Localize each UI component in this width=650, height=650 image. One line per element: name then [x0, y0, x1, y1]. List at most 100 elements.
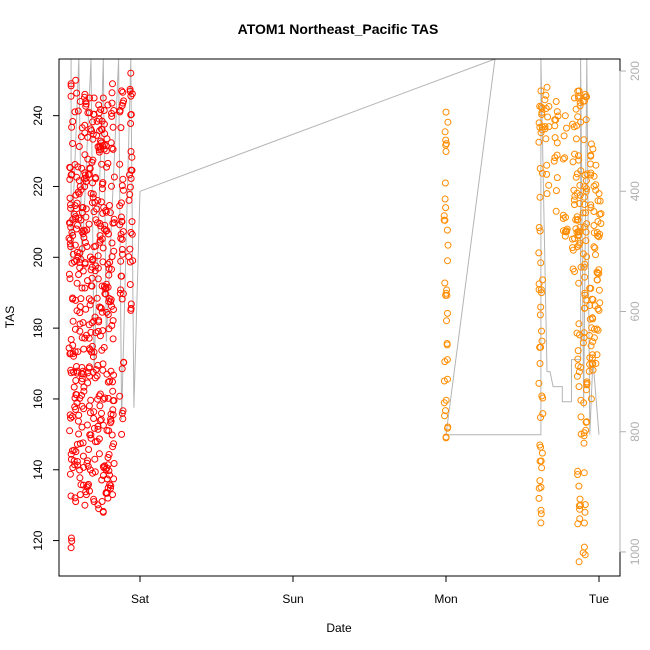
data-point [96, 390, 104, 398]
points-layer [65, 69, 605, 566]
data-point [81, 183, 89, 191]
data-point [119, 88, 127, 96]
data-point [595, 306, 603, 314]
data-point [125, 196, 133, 204]
data-point [593, 229, 601, 236]
data-point [107, 410, 115, 418]
data-point [79, 452, 87, 460]
data-point [575, 482, 583, 490]
chart-title: ATOM1 Northeast_Pacific TAS [238, 21, 439, 37]
data-point [575, 152, 582, 160]
data-point [104, 260, 112, 268]
data-point [581, 289, 589, 297]
data-point [539, 410, 547, 418]
data-point [73, 248, 81, 256]
data-point [591, 244, 599, 252]
data-point [118, 182, 126, 190]
data-point [576, 191, 584, 199]
data-point [107, 415, 115, 423]
data-point [70, 457, 78, 465]
data-point [543, 161, 551, 169]
data-point [579, 209, 587, 217]
data-point [538, 464, 546, 472]
data-point [541, 96, 549, 104]
data-point [441, 128, 449, 136]
data-point [128, 230, 136, 238]
data-point [440, 399, 448, 407]
data-point [575, 92, 582, 100]
data-point [573, 243, 581, 251]
data-point [575, 320, 583, 328]
data-point [92, 242, 100, 250]
y-tick-label: 220 [31, 176, 45, 196]
data-point [93, 294, 101, 302]
data-point [102, 142, 110, 150]
y-axis-label: TAS [3, 306, 17, 328]
data-point [79, 319, 87, 327]
data-point [66, 219, 74, 227]
data-point [83, 421, 91, 429]
data-point [573, 216, 581, 224]
data-point [589, 366, 597, 374]
data-point [118, 430, 126, 438]
data-point [581, 304, 588, 312]
data-point [81, 93, 88, 101]
data-point [127, 92, 135, 100]
data-point [443, 291, 451, 299]
data-point [84, 379, 92, 387]
data-point [536, 227, 544, 235]
data-point [535, 484, 543, 492]
y-axis: 120 140 160 180 200 220 240 [31, 105, 60, 551]
data-point [77, 481, 85, 489]
data-point [576, 239, 584, 247]
data-point [74, 221, 81, 229]
data-point [94, 425, 102, 433]
data-point [78, 375, 86, 383]
data-point [106, 202, 113, 209]
data-point [594, 326, 602, 334]
data-point [109, 219, 117, 227]
data-point [575, 279, 583, 287]
data-point [580, 329, 588, 337]
data-point [553, 174, 561, 182]
data-point [95, 318, 103, 326]
data-point [126, 85, 134, 93]
data-point [67, 544, 75, 552]
data-point [69, 250, 77, 258]
data-point [592, 161, 600, 169]
data-point [590, 243, 598, 251]
data-point [79, 370, 87, 378]
data-point [539, 394, 547, 402]
data-point [109, 123, 117, 131]
data-point [78, 284, 86, 292]
y-tick-label: 120 [31, 530, 45, 550]
data-point [536, 193, 544, 201]
data-point [120, 358, 128, 366]
data-point [83, 243, 91, 250]
data-point [75, 430, 83, 438]
data-point [582, 116, 590, 124]
data-point [67, 82, 75, 90]
data-point [579, 549, 587, 557]
data-point [444, 309, 451, 317]
data-point [537, 457, 545, 465]
data-point [109, 317, 117, 325]
data-point [127, 120, 135, 127]
data-point [535, 224, 543, 231]
data-point [539, 276, 547, 284]
data-point [581, 551, 589, 559]
data-point [127, 229, 135, 236]
data-point [117, 124, 125, 132]
x-tick-label: Sat [131, 592, 150, 606]
data-point [89, 130, 97, 138]
data-point [541, 125, 549, 133]
data-point [75, 177, 83, 185]
data-point [71, 108, 79, 116]
data-point [95, 101, 103, 109]
data-point [574, 355, 582, 363]
data-point [590, 222, 598, 229]
data-point [543, 83, 551, 91]
data-point [583, 170, 591, 178]
data-point [581, 223, 588, 231]
data-point [108, 265, 115, 273]
